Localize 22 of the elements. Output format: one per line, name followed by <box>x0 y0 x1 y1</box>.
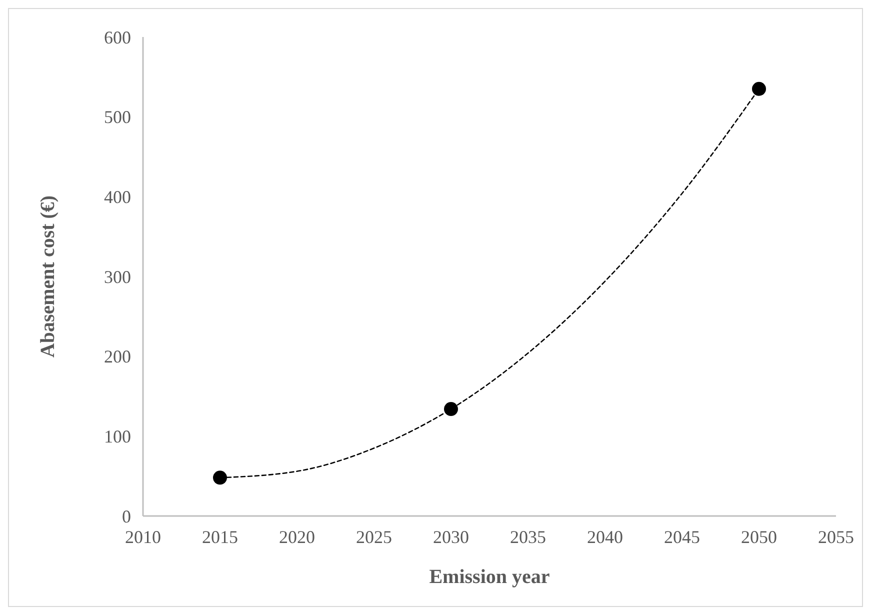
y-tick-label: 100 <box>104 426 131 446</box>
point <box>213 470 227 485</box>
y-axis-title: Abasement cost (€) <box>37 195 59 358</box>
y-tick-label: 0 <box>122 506 131 526</box>
x-tick-label: 2010 <box>125 527 161 547</box>
x-tick-label: 2050 <box>741 527 777 547</box>
point <box>444 402 458 416</box>
x-axis-title: Emission year <box>429 566 550 588</box>
x-tick-label: 2025 <box>356 527 392 547</box>
y-tick-label: 500 <box>104 107 131 128</box>
x-tick-label: 2030 <box>433 527 469 547</box>
y-tick-label: 200 <box>104 346 131 367</box>
y-tick-label: 300 <box>104 266 131 287</box>
y-tick-label: 600 <box>104 27 131 48</box>
x-tick-label: 2040 <box>587 527 623 547</box>
x-tick-label: 2045 <box>664 527 700 547</box>
y-tick-label: 400 <box>104 186 131 207</box>
x-tick-label: 2020 <box>279 527 315 547</box>
x-tick-label: 2035 <box>510 527 546 547</box>
x-tick-label: 2055 <box>818 527 854 547</box>
x-tick-label: 2015 <box>202 527 238 547</box>
point <box>752 82 766 96</box>
